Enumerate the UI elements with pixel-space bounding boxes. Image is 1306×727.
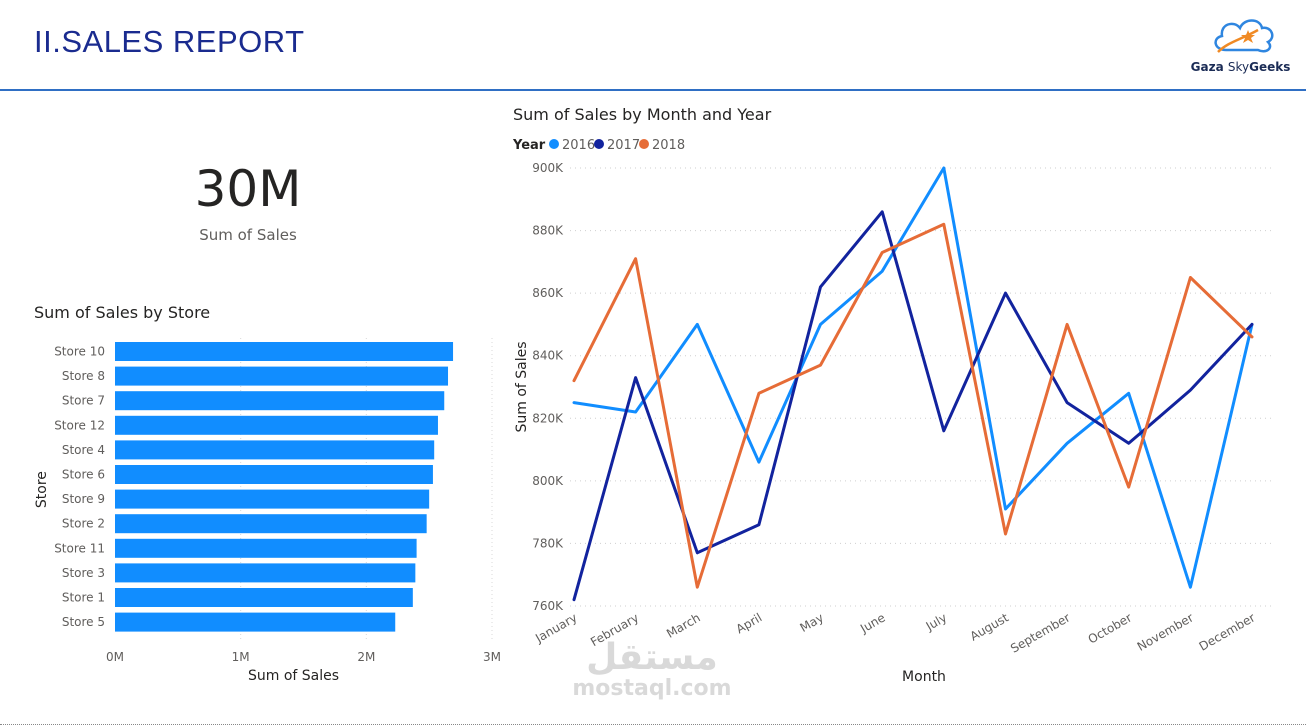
line-x-tick-label: December: [1197, 610, 1258, 653]
bar: [115, 391, 445, 411]
logo-cloud-icon: [1214, 19, 1274, 53]
line-x-tick-label: July: [923, 610, 950, 633]
legend-marker-2018: [639, 139, 649, 149]
line-x-tick-label: May: [798, 610, 826, 635]
series-line-2017: [572, 210, 1254, 602]
bar-x-axis-label: Sum of Sales: [248, 668, 339, 684]
legend-label-2016: 2016: [562, 138, 595, 153]
bar: [115, 366, 449, 386]
line-y-tick-label: 840K: [532, 349, 564, 363]
watermark: مستقل mostaql.com: [572, 640, 732, 702]
line-y-tick-label: 860K: [532, 286, 564, 300]
legend-label-2017: 2017: [607, 138, 640, 153]
bar: [115, 440, 435, 460]
watermark-arabic: مستقل: [586, 637, 718, 678]
legend-label-2018: 2018: [652, 138, 685, 153]
gaza-sky-geeks-logo: Gaza SkyGeeks: [1188, 12, 1293, 82]
bar-category-label: Store 3: [62, 566, 105, 580]
logo-text-geeks: Geeks: [1249, 60, 1291, 74]
kpi-card-value: 30M: [194, 160, 302, 218]
bar-y-axis-label: Store: [34, 471, 50, 508]
bar-x-tick-label: 1M: [232, 650, 250, 664]
line-y-tick-label: 880K: [532, 224, 564, 238]
bar: [115, 514, 427, 534]
line-y-tick-label: 900K: [532, 161, 564, 175]
legend-marker-2017: [594, 139, 604, 149]
bar: [115, 415, 438, 435]
line-y-tick-label: 820K: [532, 411, 564, 425]
line-y-tick-label: 760K: [532, 599, 564, 613]
line-chart-title: Sum of Sales by Month and Year: [513, 105, 772, 124]
logo-text: Gaza SkyGeeks: [1188, 60, 1293, 74]
watermark-latin: mostaql.com: [572, 676, 732, 701]
bar: [115, 563, 416, 583]
bottom-divider: [0, 724, 1306, 725]
bar: [115, 588, 413, 607]
bar-category-label: Store 9: [62, 492, 105, 506]
series-line-2018: [572, 222, 1254, 589]
bar-category-label: Store 1: [62, 591, 105, 605]
kpi-card-label: Sum of Sales: [199, 226, 297, 244]
bar-category-label: Store 8: [62, 369, 105, 383]
store-bar-chart[interactable]: 0M 1M 2M 3M Store 10 Store 8 Store 7 Store 12 St…: [0, 330, 510, 690]
bar: [115, 465, 433, 484]
line-x-tick-label: April: [734, 610, 765, 636]
logo-text-sky: Sky: [1227, 60, 1250, 74]
bar-category-label: Store 10: [54, 345, 105, 359]
bar-x-tick-label: 3M: [483, 650, 501, 664]
bar-x-tick-label: 0M: [106, 650, 124, 664]
line-y-tick-label: 780K: [532, 536, 564, 550]
line-x-tick-label: October: [1086, 610, 1135, 646]
line-y-axis-label: Sum of Sales: [514, 341, 530, 432]
line-y-tick-label: 800K: [532, 474, 564, 488]
bar-chart-title: Sum of Sales by Store: [34, 303, 211, 322]
bar-category-label: Store 11: [54, 541, 105, 555]
bar: [115, 538, 417, 558]
bar-category-label: Store 7: [62, 394, 105, 408]
line-x-tick-label: November: [1135, 610, 1196, 653]
legend-title: Year: [512, 138, 546, 153]
bar: [115, 342, 454, 361]
monthly-sales-line-chart[interactable]: Year 2016 2017 2018 760K 780K 800K 820K 840K 860K…: [500, 130, 1300, 690]
bar-category-label: Store 2: [62, 517, 105, 531]
bar-category-label: Store 5: [62, 615, 105, 629]
header-divider: [0, 89, 1306, 91]
bar: [115, 489, 430, 509]
legend-marker-2016: [549, 139, 559, 149]
bar-x-tick-label: 2M: [357, 650, 375, 664]
report-title: II.SALES REPORT: [34, 24, 305, 59]
series-line-2016: [572, 166, 1254, 589]
bar-category-label: Store 6: [62, 468, 105, 482]
bar-category-label: Store 12: [54, 418, 105, 432]
line-x-tick-label: August: [968, 610, 1012, 643]
line-x-axis-label: Month: [902, 669, 946, 685]
line-x-tick-label: September: [1008, 610, 1072, 655]
bar: [115, 612, 396, 632]
logo-text-gaza: Gaza: [1190, 60, 1224, 74]
bar-category-label: Store 4: [62, 443, 105, 457]
line-x-tick-label: June: [857, 610, 888, 636]
